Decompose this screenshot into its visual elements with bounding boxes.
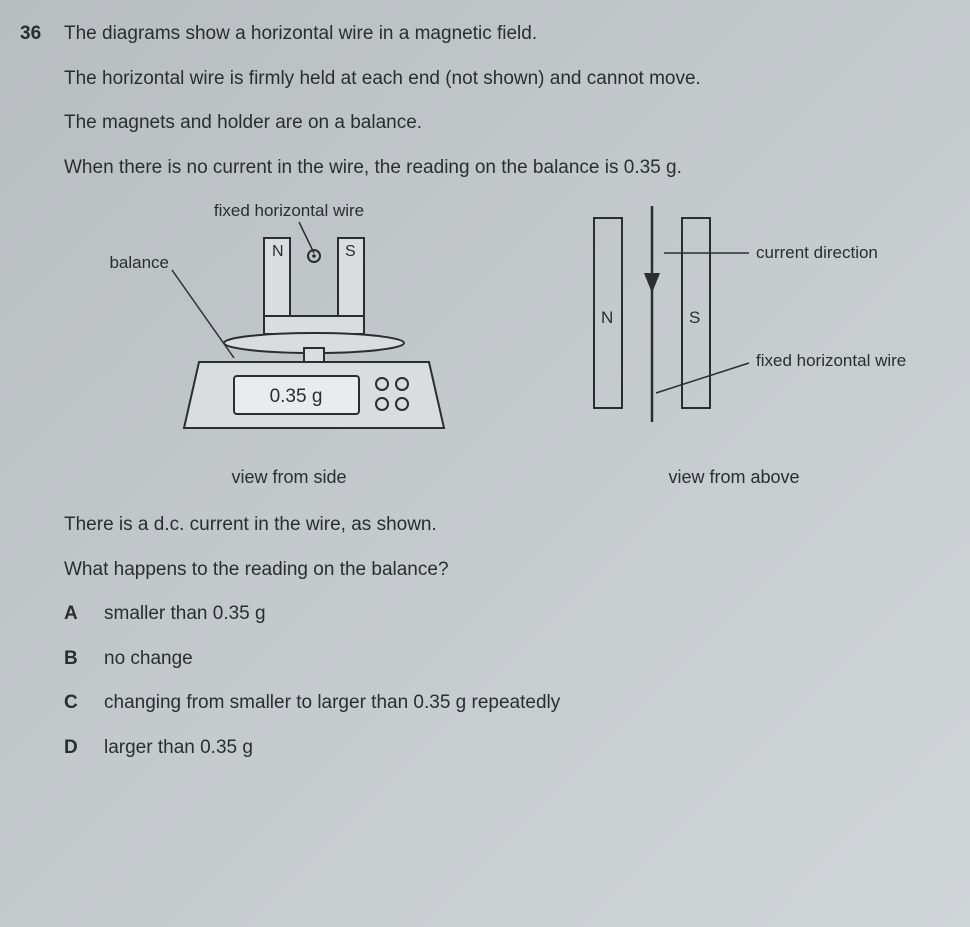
- side-title: fixed horizontal wire: [214, 201, 364, 220]
- top-caption: view from above: [668, 464, 799, 491]
- option-b: B no change: [64, 645, 934, 674]
- diagram-top: N S current direction fixed horizontal w…: [534, 198, 934, 491]
- wire-pointer: [656, 363, 749, 393]
- q-line-3: The magnets and holder are on a balance.: [64, 109, 934, 138]
- q-line-2: The horizontal wire is firmly held at ea…: [64, 65, 934, 94]
- page: 36 The diagrams show a horizontal wire i…: [0, 0, 970, 798]
- top-south-label: S: [689, 308, 700, 327]
- question-number: 36: [20, 20, 50, 778]
- current-label: current direction: [756, 243, 878, 262]
- q-line-1: The diagrams show a horizontal wire in a…: [64, 20, 934, 49]
- side-view-svg: fixed horizontal wire balance: [104, 198, 474, 458]
- options-list: A smaller than 0.35 g B no change C chan…: [64, 600, 934, 762]
- option-letter: B: [64, 645, 86, 674]
- question-body: The diagrams show a horizontal wire in a…: [64, 20, 934, 778]
- question-row: 36 The diagrams show a horizontal wire i…: [20, 20, 930, 778]
- north-label: N: [272, 243, 284, 260]
- wire-label: fixed horizontal wire: [756, 351, 906, 370]
- top-north-label: N: [601, 308, 613, 327]
- option-letter: C: [64, 689, 86, 718]
- option-text: no change: [104, 645, 193, 674]
- balance-reading: 0.35 g: [270, 386, 323, 407]
- diagrams-row: fixed horizontal wire balance: [104, 198, 934, 491]
- wire-dot-icon: [312, 254, 316, 258]
- diagram-side: fixed horizontal wire balance: [104, 198, 474, 491]
- top-view-svg: N S current direction fixed horizontal w…: [534, 198, 934, 458]
- option-letter: A: [64, 600, 86, 629]
- option-text: larger than 0.35 g: [104, 734, 253, 763]
- title-pointer: [299, 222, 314, 253]
- arrow-down-icon: [644, 273, 660, 293]
- option-text: changing from smaller to larger than 0.3…: [104, 689, 560, 718]
- option-c: C changing from smaller to larger than 0…: [64, 689, 934, 718]
- side-caption: view from side: [231, 464, 346, 491]
- balance-body: 0.35 g: [184, 362, 444, 428]
- balance-label: balance: [109, 253, 169, 272]
- south-label: S: [345, 243, 356, 260]
- q-line-4: When there is no current in the wire, th…: [64, 154, 934, 183]
- option-letter: D: [64, 734, 86, 763]
- option-d: D larger than 0.35 g: [64, 734, 934, 763]
- option-text: smaller than 0.35 g: [104, 600, 266, 629]
- post-line-1: There is a d.c. current in the wire, as …: [64, 511, 934, 540]
- post-line-2: What happens to the reading on the balan…: [64, 556, 934, 585]
- balance-stem: [304, 348, 324, 362]
- option-a: A smaller than 0.35 g: [64, 600, 934, 629]
